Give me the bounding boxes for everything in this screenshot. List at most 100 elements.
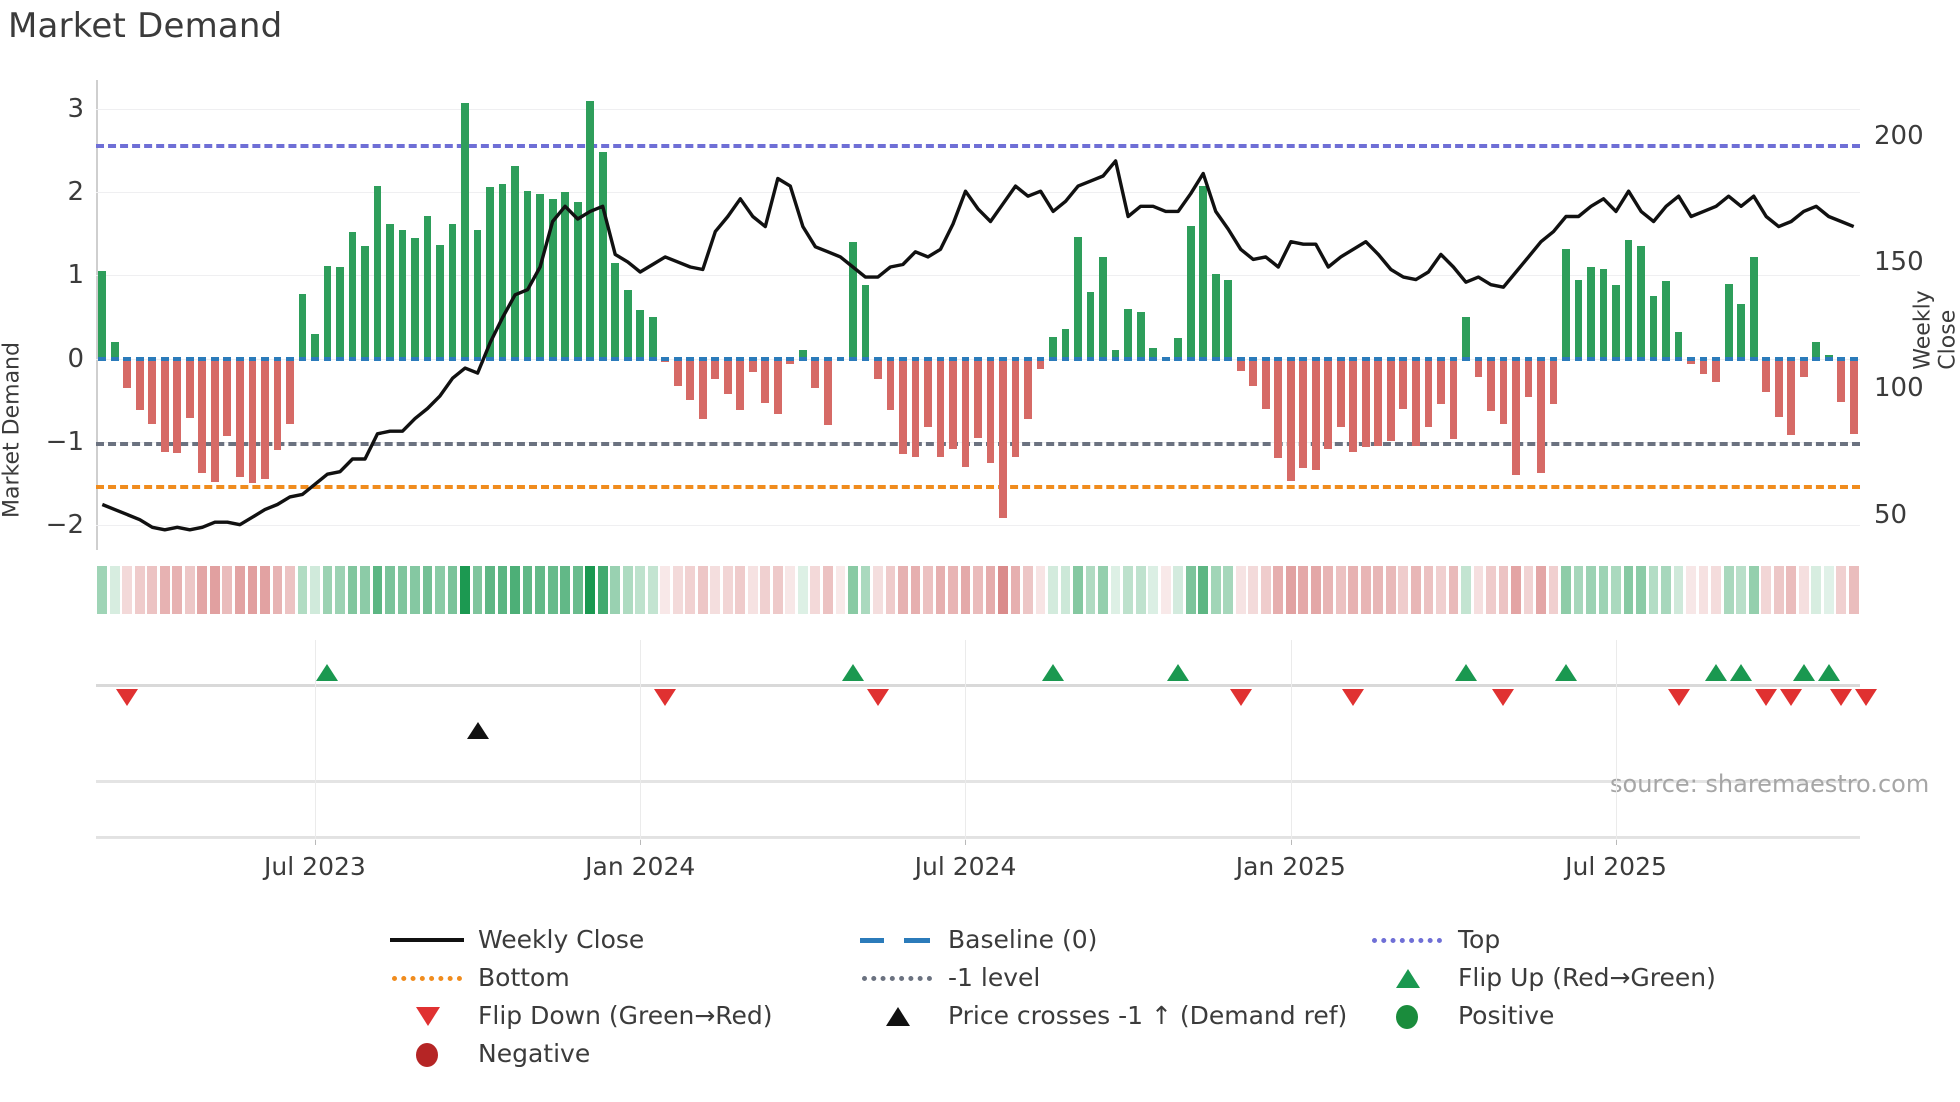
heatmap-cell	[1385, 566, 1396, 614]
flip-up-marker[interactable]	[316, 664, 339, 681]
baseline-segment	[448, 356, 457, 361]
demand-bar	[886, 358, 895, 411]
demand-bar	[748, 358, 757, 372]
demand-bar	[1086, 292, 1095, 359]
heatmap-cell	[1436, 566, 1446, 614]
demand-bar	[1499, 358, 1508, 424]
baseline-segment	[1749, 356, 1758, 361]
baseline-segment	[936, 356, 945, 361]
legend-item[interactable]: Baseline (0)	[860, 925, 1097, 954]
heatmap-cell	[285, 566, 295, 614]
heatmap-cell	[485, 566, 495, 614]
flip-up-marker[interactable]	[1454, 664, 1477, 681]
legend-item[interactable]: Flip Up (Red→Green)	[1370, 963, 1716, 992]
legend-label: -1 level	[948, 963, 1041, 992]
heatmap-cell	[1210, 566, 1221, 614]
heatmap-cell	[1661, 566, 1671, 614]
flip-up-marker[interactable]	[1555, 664, 1577, 681]
flip-down-marker[interactable]	[1780, 689, 1803, 706]
y-tick-left: 1	[67, 260, 84, 291]
flip-down-marker[interactable]	[1492, 689, 1515, 706]
flip-down-marker[interactable]	[1855, 689, 1878, 706]
heatmap-cell	[159, 566, 170, 614]
demand-bar	[473, 229, 482, 359]
baseline-segment	[886, 356, 895, 361]
demand-bar	[198, 358, 207, 473]
heatmap-cell	[222, 566, 233, 614]
y-tick-right: 50	[1874, 499, 1908, 530]
x-tick-label: Jul 2023	[264, 852, 366, 881]
legend-item[interactable]: Weekly Close	[390, 925, 644, 954]
flip-down-marker[interactable]	[116, 689, 139, 706]
baseline-segment	[598, 356, 607, 361]
baseline-segment	[1349, 356, 1358, 361]
baseline-segment	[1111, 356, 1120, 361]
flip-down-marker[interactable]	[654, 689, 677, 706]
baseline-segment	[736, 356, 745, 361]
baseline-segment	[1712, 356, 1720, 361]
bottom-reference-line	[96, 485, 1860, 490]
demand-bar	[611, 263, 620, 359]
demand-bar	[248, 358, 257, 484]
demand-bar	[273, 358, 282, 451]
demand-bar	[110, 342, 119, 359]
baseline-segment	[1737, 356, 1746, 361]
flip-down-marker[interactable]	[1830, 689, 1853, 706]
flip-down-marker[interactable]	[866, 689, 889, 706]
circle-icon	[390, 1042, 464, 1067]
demand-bar	[1311, 358, 1320, 471]
flip-up-marker[interactable]	[1792, 664, 1815, 681]
flip-up-marker[interactable]	[1705, 664, 1728, 681]
flip-up-marker[interactable]	[1042, 664, 1065, 681]
flip-down-marker[interactable]	[1342, 689, 1365, 706]
legend-item[interactable]: -1 level	[860, 963, 1040, 992]
demand-bar	[261, 358, 269, 480]
baseline-segment	[398, 356, 407, 361]
flip-down-marker[interactable]	[1755, 689, 1778, 706]
legend-item[interactable]: Bottom	[390, 963, 570, 992]
flip-up-marker[interactable]	[1730, 664, 1753, 681]
baseline-segment	[1424, 356, 1433, 361]
price-cross-marker[interactable]	[466, 722, 489, 739]
demand-bar	[1462, 317, 1470, 359]
demand-bar	[548, 198, 557, 359]
flip-up-marker[interactable]	[1817, 664, 1840, 681]
demand-bar	[1236, 358, 1245, 372]
heatmap-cell	[535, 566, 545, 614]
legend-label: Bottom	[478, 963, 570, 992]
demand-bar	[986, 358, 995, 463]
baseline-segment	[1386, 356, 1395, 361]
baseline-segment	[348, 356, 357, 361]
heatmap-cell	[1285, 566, 1296, 614]
demand-bar	[123, 358, 132, 388]
legend-item[interactable]: Price crosses -1 ↑ (Demand ref)	[860, 1001, 1347, 1030]
legend-item[interactable]: Positive	[1370, 1001, 1554, 1030]
baseline-segment	[786, 356, 795, 361]
flip-up-marker[interactable]	[841, 664, 864, 681]
demand-bar	[1624, 239, 1633, 359]
baseline-segment	[1124, 356, 1132, 361]
flip-down-marker[interactable]	[1667, 689, 1690, 706]
heatmap-cell	[1673, 566, 1684, 614]
heatmap-cell	[1048, 566, 1058, 614]
legend-item[interactable]: Flip Down (Green→Red)	[390, 1001, 773, 1030]
heatmap-cell	[898, 566, 908, 614]
heatmap-cell	[1260, 566, 1271, 614]
heatmap-cell	[1848, 566, 1859, 614]
baseline-segment	[1336, 356, 1345, 361]
baseline-segment	[648, 356, 657, 361]
legend-item[interactable]: Negative	[390, 1039, 590, 1068]
heatmap-cell	[1135, 566, 1146, 614]
demand-bar	[1074, 237, 1082, 359]
flip-up-marker[interactable]	[1167, 664, 1190, 681]
heatmap-cell	[560, 566, 571, 614]
demand-bar	[673, 358, 682, 387]
heatmap-cell	[1160, 566, 1171, 614]
legend-item[interactable]: Top	[1370, 925, 1500, 954]
heatmap-cell	[848, 566, 858, 614]
heatmap-cell	[1010, 566, 1021, 614]
baseline-segment	[1474, 356, 1483, 361]
legend-label: Flip Up (Red→Green)	[1458, 963, 1716, 992]
heatmap-cell	[1648, 566, 1659, 614]
flip-down-marker[interactable]	[1229, 689, 1252, 706]
